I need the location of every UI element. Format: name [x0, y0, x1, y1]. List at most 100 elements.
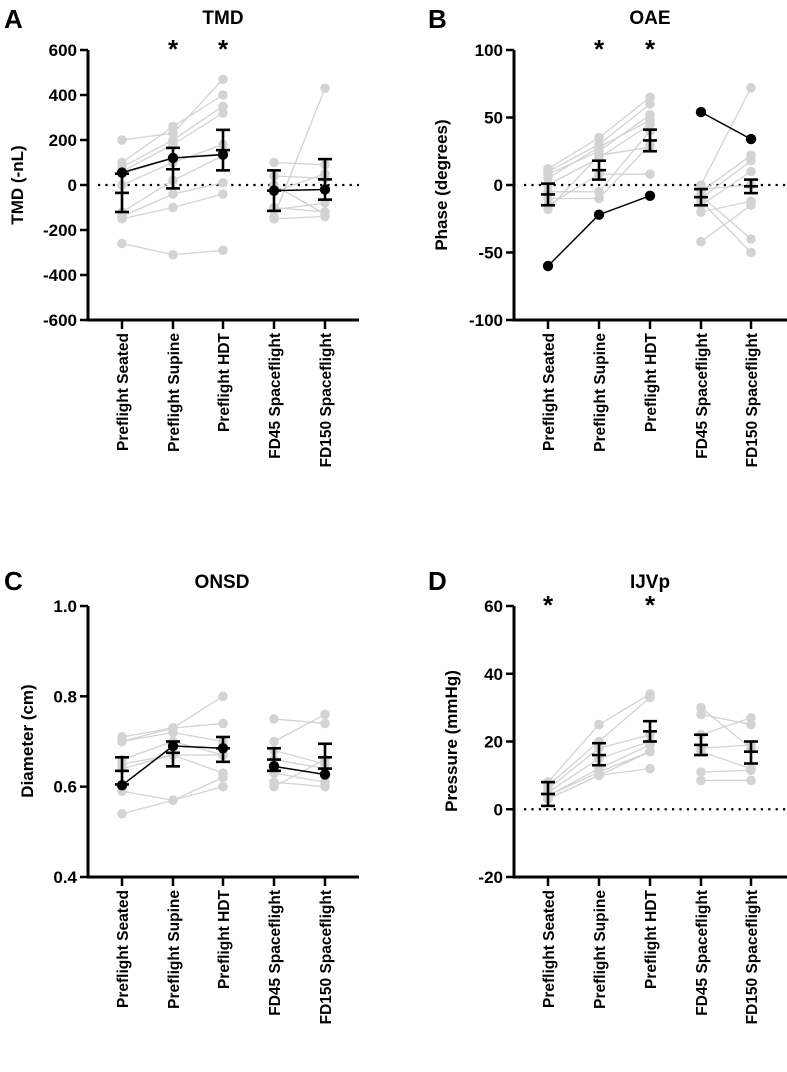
x-tick-label: Preflight Supine — [592, 890, 609, 1009]
x-tick-label: Preflight HDT — [216, 889, 233, 989]
y-tick-label: 200 — [49, 131, 77, 150]
x-tick-label: FD150 Spaceflight — [744, 890, 761, 1024]
subject-preflight-point — [645, 119, 655, 130]
subject-preflight-line — [598, 734, 651, 749]
y-axis-label: Phase (degrees) — [432, 119, 451, 250]
y-axis-label: TMD (-nL) — [8, 145, 27, 224]
subject-spaceflight-point — [269, 157, 279, 168]
subject-spaceflight-line — [273, 713, 326, 743]
subject-spaceflight-point — [696, 236, 706, 247]
subject-preflight-point — [594, 142, 604, 152]
subject-preflight-point — [543, 173, 553, 184]
error-bar — [694, 187, 708, 207]
subject-preflight-line — [121, 139, 174, 168]
y-tick-label: -20 — [478, 868, 503, 887]
subject-preflight-line — [121, 790, 174, 801]
subject-preflight-line — [598, 744, 651, 770]
subject-preflight-line — [547, 771, 600, 797]
subject-preflight-point — [218, 781, 228, 792]
subject-preflight-point — [645, 692, 655, 703]
panel-b: B OAE Phase (degrees) 100 50 0 -50 -100 Prefligh… — [428, 4, 787, 467]
subject-preflight-line — [547, 137, 600, 170]
subject-spaceflight-point — [696, 702, 706, 713]
subject-spaceflight-point — [746, 83, 756, 93]
error-bar — [166, 146, 180, 190]
highlight-subject-point — [745, 133, 757, 145]
subject-preflight-line — [598, 767, 651, 777]
subject-spaceflight-line — [273, 758, 326, 788]
x-tick-label: FD45 Spaceflight — [267, 890, 284, 1016]
highlight-subject-point — [542, 260, 554, 272]
subject-preflight-line — [121, 799, 174, 815]
subject-spaceflight-point — [320, 211, 330, 222]
significance-asterisk: * — [218, 34, 229, 64]
subject-preflight-line — [172, 786, 224, 801]
error-bar — [267, 746, 281, 773]
subject-spaceflight-line — [700, 184, 752, 190]
subject-preflight-point — [168, 249, 178, 260]
x-tick-label: Preflight Supine — [166, 890, 183, 1009]
subject-spaceflight-line — [273, 718, 326, 725]
subject-preflight-point — [117, 238, 127, 249]
y-axis-label: Pressure (mmHg) — [442, 670, 461, 812]
subject-preflight-line — [547, 741, 600, 787]
subject-spaceflight-point — [746, 200, 756, 211]
subject-preflight-line — [172, 155, 224, 182]
error-bar — [267, 169, 281, 213]
x-tick-label: FD150 Spaceflight — [318, 333, 335, 467]
highlight-subject-line — [121, 157, 174, 174]
subject-spaceflight-point — [320, 781, 330, 792]
subject-preflight-line — [121, 727, 174, 738]
subject-preflight-line — [598, 103, 651, 146]
subject-preflight-line — [121, 740, 174, 761]
subject-preflight-point — [218, 101, 228, 112]
subject-preflight-point — [117, 213, 127, 224]
error-bar — [115, 172, 129, 214]
y-tick-label: 20 — [484, 733, 503, 752]
subject-preflight-line — [172, 740, 224, 756]
subject-preflight-point — [218, 718, 228, 729]
subject-preflight-point — [218, 772, 228, 783]
y-tick-label: 1.0 — [53, 597, 77, 616]
y-tick-label: 0 — [494, 800, 503, 819]
error-bar — [541, 182, 555, 207]
subject-preflight-point — [645, 169, 655, 179]
error-bar — [541, 780, 555, 808]
subject-preflight-point — [168, 202, 178, 213]
panel-letter: B — [428, 4, 447, 34]
subject-preflight-line — [121, 206, 174, 220]
chart-title: OAE — [629, 8, 670, 29]
error-bar — [643, 128, 657, 153]
subject-spaceflight-point — [746, 765, 756, 776]
highlight-subject-point — [319, 769, 331, 780]
subject-preflight-point — [117, 135, 127, 145]
subject-preflight-line — [121, 179, 174, 213]
error-bar — [744, 178, 758, 195]
subject-spaceflight-line — [700, 769, 752, 773]
subject-preflight-line — [598, 751, 651, 776]
subject-preflight-line — [172, 731, 224, 743]
subject-spaceflight-line — [700, 707, 752, 749]
subject-preflight-line — [121, 125, 174, 164]
highlight-subject-line — [172, 745, 224, 750]
subject-preflight-line — [547, 774, 600, 800]
subject-preflight-line — [121, 143, 174, 173]
panel-a: A TMD TMD (-nL) 600 400 200 0 -200 -400 -600 Prefl… — [4, 4, 359, 467]
subject-spaceflight-point — [269, 714, 279, 724]
subject-spaceflight-point — [696, 767, 706, 777]
subject-preflight-line — [547, 143, 600, 173]
subject-preflight-point — [594, 186, 604, 197]
subject-preflight-point — [117, 808, 127, 819]
error-bar — [694, 733, 708, 757]
highlight-subject-line — [273, 765, 326, 776]
subject-preflight-point — [594, 719, 604, 730]
significance-asterisk: * — [645, 34, 656, 64]
subject-preflight-line — [121, 754, 174, 770]
subject-spaceflight-line — [273, 215, 326, 220]
subject-preflight-point — [168, 189, 178, 199]
subject-spaceflight-line — [273, 772, 326, 783]
subject-preflight-point — [594, 132, 604, 143]
panel-letter: A — [4, 4, 23, 34]
subject-preflight-line — [598, 144, 651, 199]
